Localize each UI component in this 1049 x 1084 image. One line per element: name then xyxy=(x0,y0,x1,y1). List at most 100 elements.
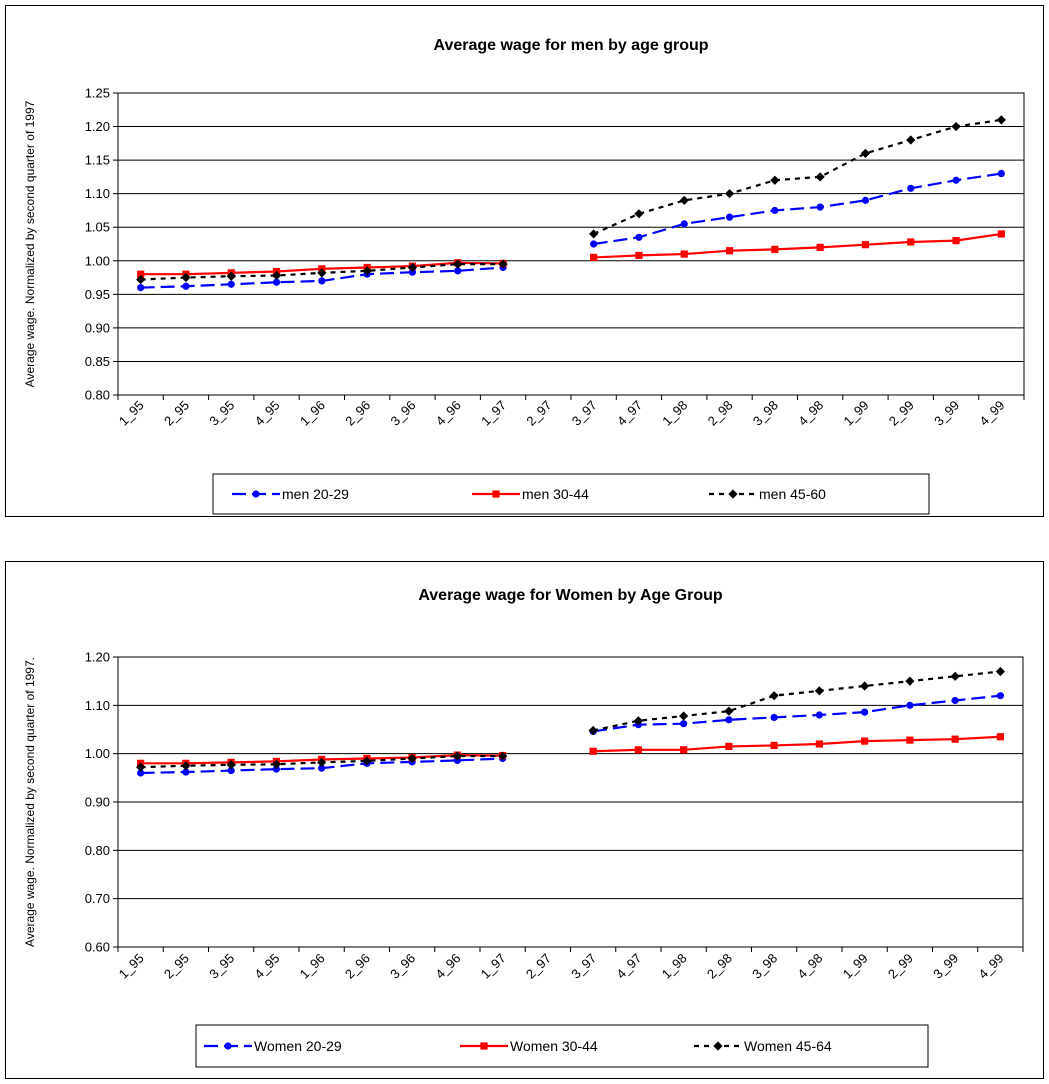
data-point xyxy=(997,169,1005,178)
y-tick-label: 0.85 xyxy=(85,354,110,369)
y-tick-label: 1.20 xyxy=(85,119,110,134)
legend xyxy=(195,1024,929,1068)
data-point xyxy=(860,148,871,158)
series-line xyxy=(593,735,1001,753)
data-point xyxy=(227,280,235,288)
y-tick-label: 1.15 xyxy=(85,153,110,168)
data-point xyxy=(407,262,418,273)
data-point xyxy=(816,243,824,251)
x-tick-label: 2_97 xyxy=(523,951,554,982)
x-tick-label: 3_96 xyxy=(388,398,419,429)
series-men-45-60 xyxy=(136,115,1006,285)
data-point xyxy=(861,708,869,716)
data-point xyxy=(318,277,326,285)
y-tick-label: 1.00 xyxy=(85,746,110,761)
x-tick-label: 1_99 xyxy=(841,398,872,429)
data-point xyxy=(861,196,870,204)
data-point xyxy=(861,737,869,745)
data-point xyxy=(951,121,961,132)
series-line xyxy=(593,172,1002,246)
data-point xyxy=(226,760,236,770)
data-point xyxy=(860,681,870,691)
men-wage-chart: Average wage for men by age group Average… xyxy=(5,5,1044,517)
series-line xyxy=(593,232,1002,259)
legend-marker xyxy=(492,490,500,498)
y-axis-label: Average wage. Normalized by second quart… xyxy=(23,100,37,387)
x-tick-label: 4_98 xyxy=(795,398,826,429)
data-point xyxy=(724,189,735,199)
series-women-20-29 xyxy=(137,692,1004,777)
x-tick-label: 2_96 xyxy=(342,398,373,429)
x-tick-label: 4_98 xyxy=(794,951,825,982)
data-point xyxy=(725,213,734,221)
data-point xyxy=(272,765,280,773)
data-point xyxy=(769,691,779,701)
legend-label: Women 30-44 xyxy=(510,1038,598,1054)
y-tick-label: 1.00 xyxy=(85,253,110,268)
data-point xyxy=(136,762,146,772)
data-point xyxy=(271,759,281,769)
x-tick-label: 1_99 xyxy=(840,951,871,982)
data-point xyxy=(907,238,915,246)
x-tick-label: 2_98 xyxy=(705,398,736,429)
data-point xyxy=(861,241,870,249)
data-point xyxy=(590,253,598,262)
x-tick-label: 2_95 xyxy=(161,951,192,982)
y-axis-label: Average wage. Normalized by second quart… xyxy=(23,657,37,947)
x-tick-label: 3_98 xyxy=(750,398,781,429)
x-tick-label: 4_97 xyxy=(614,398,645,429)
y-tick-label: 0.60 xyxy=(85,940,110,955)
y-tick-label: 1.20 xyxy=(85,650,110,665)
data-point xyxy=(771,245,779,253)
x-tick-label: 2_99 xyxy=(886,398,917,429)
data-point xyxy=(589,747,597,755)
x-tick-label: 4_95 xyxy=(251,951,282,982)
data-point xyxy=(634,209,644,219)
data-point xyxy=(590,240,598,248)
legend-item: men 45-60 xyxy=(709,486,826,502)
series-line xyxy=(593,118,1002,235)
x-tick-label: 3_97 xyxy=(568,951,599,982)
data-point xyxy=(137,270,145,278)
x-tick-label: 4_99 xyxy=(975,951,1006,982)
x-tick-label: 3_96 xyxy=(387,951,418,982)
chart-title: Average wage for men by age group xyxy=(433,37,708,54)
data-point xyxy=(771,206,779,215)
legend-item: men 30-44 xyxy=(472,486,589,502)
x-tick-label: 4_96 xyxy=(432,951,463,982)
data-point xyxy=(634,746,642,754)
series-men-20-29 xyxy=(137,169,1005,292)
data-point xyxy=(317,268,327,278)
data-point xyxy=(724,706,734,716)
x-tick-label: 3_98 xyxy=(749,951,780,982)
data-point xyxy=(814,686,824,696)
data-point xyxy=(680,746,688,754)
y-tick-label: 0.90 xyxy=(85,320,110,335)
series-men-30-44 xyxy=(137,230,1005,278)
legend-item: Women 30-44 xyxy=(460,1038,598,1054)
legend-label: Women 45-64 xyxy=(744,1038,832,1054)
y-tick-label: 0.90 xyxy=(85,795,110,810)
x-tick-label: 2_98 xyxy=(704,951,735,982)
data-point xyxy=(905,676,915,686)
women-wage-chart-svg: Average wage for Women by Age Group Avera… xyxy=(23,587,1024,1068)
series-women-45-64 xyxy=(136,666,1005,772)
x-tick-label: 4_95 xyxy=(252,398,283,429)
data-point xyxy=(725,716,733,724)
data-point xyxy=(318,764,326,772)
x-tick-label: 3_95 xyxy=(206,398,237,429)
legend xyxy=(212,473,930,515)
data-point xyxy=(770,175,780,185)
data-point xyxy=(588,725,598,736)
data-point xyxy=(995,666,1005,677)
data-point xyxy=(906,701,914,709)
data-point xyxy=(679,711,689,721)
y-tick-label: 1.05 xyxy=(85,220,110,235)
x-tick-label: 3_99 xyxy=(931,398,962,429)
data-point xyxy=(182,768,190,776)
data-point xyxy=(635,233,643,241)
legend-marker xyxy=(480,1042,488,1050)
data-point xyxy=(635,251,643,260)
legend-marker xyxy=(224,1042,232,1050)
data-point xyxy=(950,671,960,681)
